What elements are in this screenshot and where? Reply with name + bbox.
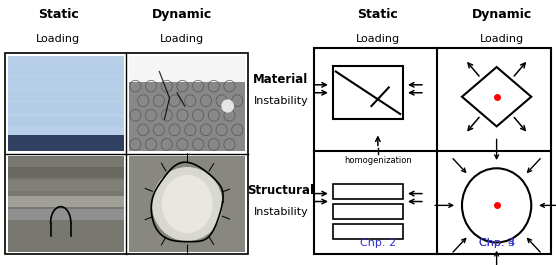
Text: homogenization: homogenization [344, 156, 412, 165]
Text: Material: Material [253, 73, 309, 86]
Bar [8, 209, 124, 220]
Text: Loading: Loading [356, 34, 400, 45]
Text: Chp. 3: Chp. 3 [479, 238, 515, 248]
Bar [8, 64, 124, 74]
Text: Dynamic: Dynamic [471, 8, 532, 21]
Bar [5, 53, 248, 254]
Ellipse shape [162, 175, 212, 233]
Text: Instability: Instability [254, 96, 308, 106]
Text: Static: Static [358, 8, 398, 21]
Bar [8, 77, 124, 87]
Text: Chp. 2: Chp. 2 [360, 238, 396, 248]
Bar [334, 184, 403, 199]
Bar [8, 156, 124, 252]
Bar [8, 90, 124, 101]
Text: Structural: Structural [247, 184, 314, 197]
Bar [334, 224, 403, 238]
Bar [8, 117, 124, 127]
Bar [314, 48, 551, 254]
Text: Static: Static [38, 8, 78, 21]
Text: Loading: Loading [479, 34, 524, 45]
Bar [129, 56, 245, 82]
Bar [8, 196, 124, 207]
Text: Instability: Instability [254, 207, 308, 217]
Bar [8, 180, 124, 191]
Ellipse shape [152, 167, 222, 241]
Bar [8, 103, 124, 114]
Bar [129, 82, 245, 151]
Text: Dynamic: Dynamic [152, 8, 212, 21]
Bar [334, 66, 403, 119]
Circle shape [221, 99, 234, 113]
Text: Loading: Loading [160, 34, 204, 45]
Bar [8, 135, 124, 151]
Bar [8, 167, 124, 178]
Bar [8, 56, 124, 151]
Bar [129, 156, 245, 252]
Text: Loading: Loading [36, 34, 80, 45]
Text: Chp. 4: Chp. 4 [479, 238, 515, 248]
Bar [334, 204, 403, 219]
